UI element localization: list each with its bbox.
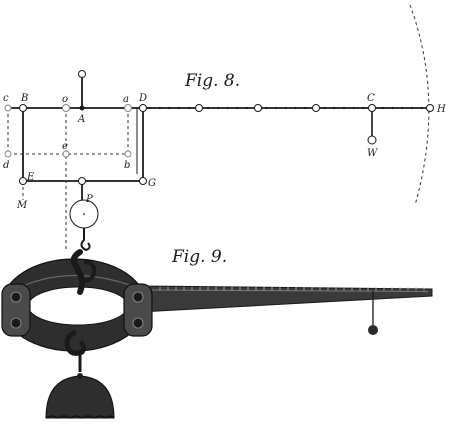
beam-tick bbox=[362, 106, 365, 110]
beam-tick bbox=[226, 106, 229, 110]
node-c bbox=[4, 104, 12, 112]
beam-tick bbox=[207, 106, 210, 110]
label-p: P bbox=[85, 194, 93, 205]
beam-tick bbox=[381, 106, 384, 110]
bolt-plate-left bbox=[1, 283, 31, 337]
weight-w bbox=[367, 135, 377, 145]
label-c-upper: C bbox=[367, 93, 375, 104]
beam-tick bbox=[178, 106, 181, 110]
top-hook bbox=[70, 249, 85, 295]
node-d-lower bbox=[4, 150, 12, 158]
node-h bbox=[426, 104, 434, 112]
figure-9-title: Fig. 9. bbox=[171, 247, 227, 267]
beam-tick bbox=[342, 106, 346, 110]
pan-p-centre bbox=[83, 213, 85, 215]
ring-shading bbox=[13, 274, 139, 291]
node-b-lower bbox=[124, 150, 132, 158]
beam-tick bbox=[304, 106, 307, 110]
node-e bbox=[19, 177, 27, 185]
beam-tick bbox=[216, 106, 219, 110]
label-b-lower: b bbox=[124, 160, 130, 171]
label-a-upper: A bbox=[77, 114, 85, 125]
dotted-arc bbox=[409, 4, 430, 206]
label-e: E bbox=[26, 172, 35, 183]
label-d-lower: d bbox=[3, 160, 9, 171]
label-w: W bbox=[367, 148, 378, 159]
label-m: M bbox=[16, 200, 28, 211]
label-g: G bbox=[148, 178, 156, 189]
label-d: D bbox=[138, 93, 147, 104]
beam-tick bbox=[158, 106, 161, 110]
node-beam-3 bbox=[312, 104, 320, 112]
beam-tick bbox=[391, 106, 394, 110]
beam-tick bbox=[275, 106, 278, 110]
beam-tick bbox=[294, 106, 297, 110]
bottom-hook bbox=[64, 329, 87, 356]
node-c-upper bbox=[368, 104, 376, 112]
top-hook-curl bbox=[83, 260, 97, 283]
beam-tick bbox=[352, 106, 355, 110]
beam-tick bbox=[284, 106, 287, 110]
beam-tick bbox=[401, 106, 404, 110]
figure-8: Fig. 8. c B o A a D C H W d e b E G M P bbox=[3, 4, 446, 252]
dome-knob bbox=[77, 373, 83, 379]
node-beam-1 bbox=[195, 104, 203, 112]
label-a-lower: a bbox=[123, 94, 129, 105]
label-o: o bbox=[62, 94, 68, 105]
node-g bbox=[139, 177, 147, 185]
label-e-lower: e bbox=[62, 141, 68, 152]
node-o bbox=[62, 104, 70, 112]
node-beam-2 bbox=[254, 104, 262, 112]
label-b: B bbox=[20, 93, 28, 104]
pivot-top-node bbox=[78, 70, 86, 78]
beam-tick bbox=[265, 106, 268, 110]
beam-tick-marks bbox=[148, 106, 423, 110]
figure-8-title: Fig. 8. bbox=[184, 71, 240, 91]
node-b bbox=[19, 104, 27, 112]
node-d-upper bbox=[139, 104, 147, 112]
node-e-lower bbox=[62, 150, 70, 158]
beam-tick bbox=[168, 106, 171, 110]
beam-tick bbox=[245, 106, 249, 110]
dome-weight bbox=[45, 375, 115, 419]
node-centre-bottom bbox=[78, 177, 86, 185]
beam-tick bbox=[333, 106, 336, 110]
arm-graduations bbox=[159, 287, 425, 291]
arm-highlight bbox=[149, 289, 429, 292]
label-h: H bbox=[436, 104, 446, 115]
label-c: c bbox=[3, 93, 9, 104]
beam-tick bbox=[236, 106, 239, 110]
beam-tick bbox=[410, 106, 413, 110]
dome-edge bbox=[45, 415, 115, 419]
figure-9: Fig. 9. bbox=[1, 247, 433, 419]
beam-tick bbox=[187, 106, 190, 110]
beam-tick bbox=[148, 106, 152, 110]
node-pivot-a bbox=[79, 105, 85, 111]
node-a-small bbox=[124, 104, 132, 112]
arm-weight bbox=[368, 325, 378, 335]
beam-tick bbox=[420, 106, 423, 110]
bolt-plate-right bbox=[123, 283, 153, 337]
beam-tick bbox=[323, 106, 326, 110]
hook-below-p bbox=[80, 228, 91, 252]
